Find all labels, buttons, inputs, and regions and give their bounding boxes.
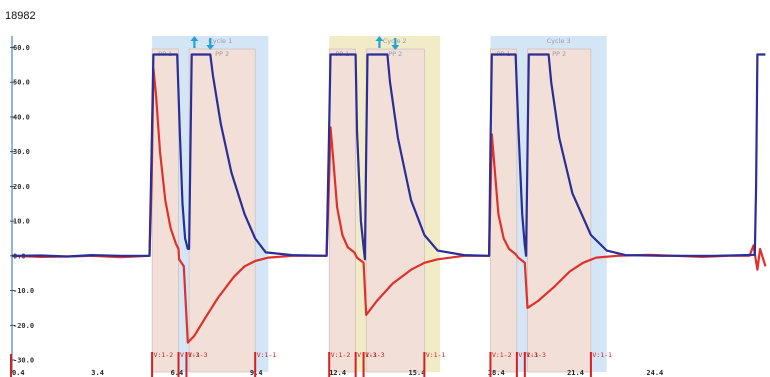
y-tick-label: 50.0	[13, 79, 30, 87]
phase-bands: PP 1 PP 2 PP 1 PP 2 PP 1 PP 2	[151, 48, 592, 373]
series-line-red	[11, 67, 767, 344]
figure-id: 18982	[5, 10, 36, 22]
cycle-label-1: Cycle 1	[208, 37, 232, 45]
cycle-label-3: Cycle 3	[547, 37, 571, 45]
y-tick-label: 60.0	[13, 44, 30, 52]
event-label-3: V:1-3	[188, 351, 208, 359]
marker-head	[375, 36, 384, 41]
x-tick-label: 21.4	[567, 369, 584, 377]
y-tick-label: 30.0	[13, 148, 30, 156]
y-tick-label: 40.0	[13, 113, 30, 121]
y-tick-label: 10.0	[13, 218, 30, 226]
event-label-8: V:1-1	[426, 351, 446, 359]
event-label-9: V:1-2	[492, 351, 512, 359]
event-label-6: V:1-3	[357, 351, 377, 359]
x-tick-label: 24.4	[646, 369, 663, 377]
x-tick-label: 9.4	[250, 369, 263, 377]
x-tick-label: 0.4	[12, 369, 25, 377]
cycle-markers	[190, 36, 400, 50]
y-tick-label: 20.0	[13, 183, 30, 191]
event-label-12: V:1-1	[592, 351, 612, 359]
marker-arrow-4-icon	[391, 38, 400, 50]
x-tick-label: 18.4	[488, 369, 505, 377]
event-label-5: V:1-2	[331, 351, 351, 359]
marker-head	[391, 45, 400, 50]
marker-head	[190, 36, 199, 41]
phase-label-6: PP 2	[552, 50, 566, 58]
y-tick-label: -10.0	[13, 287, 34, 295]
marker-arrow-1-icon	[190, 36, 199, 48]
event-label-2: V:1-3	[180, 351, 200, 359]
x-tick-label: 3.4	[91, 369, 104, 377]
phase-band-5	[490, 48, 518, 373]
series-line-blue	[11, 53, 766, 261]
axes: 60.050.040.030.020.010.00.0-10.0-20.0-30…	[10, 36, 663, 377]
phase-label-4: PP 2	[388, 50, 402, 58]
marker-arrow-2-icon	[206, 38, 215, 50]
phase-label-2: PP 2	[215, 50, 229, 58]
event-label-4: V:1-1	[257, 351, 277, 359]
phase-band-6	[527, 48, 592, 373]
y-tick-label: -20.0	[13, 322, 34, 330]
marker-arrow-3-icon	[375, 36, 384, 48]
series-lines	[11, 53, 767, 344]
event-label-10: V:1-3	[518, 351, 538, 359]
marker-head	[206, 45, 215, 50]
event-markers: V:1-2 V:1-3V:1-3 V:1-1 V:1-2 V:1-3V:1-3 V:1-1…	[10, 351, 612, 377]
event-label-1: V:1-2	[154, 351, 174, 359]
x-tick-label: 15.4	[409, 369, 426, 377]
phase-band-3	[328, 48, 356, 373]
x-tick-label: 6.4	[171, 369, 184, 377]
x-tick-label: 12.4	[329, 369, 346, 377]
event-label-11: V:1-3	[526, 351, 546, 359]
phase-band-2	[188, 48, 256, 373]
event-label-7: V:1-3	[365, 351, 385, 359]
y-tick-label: -30.0	[13, 357, 34, 365]
